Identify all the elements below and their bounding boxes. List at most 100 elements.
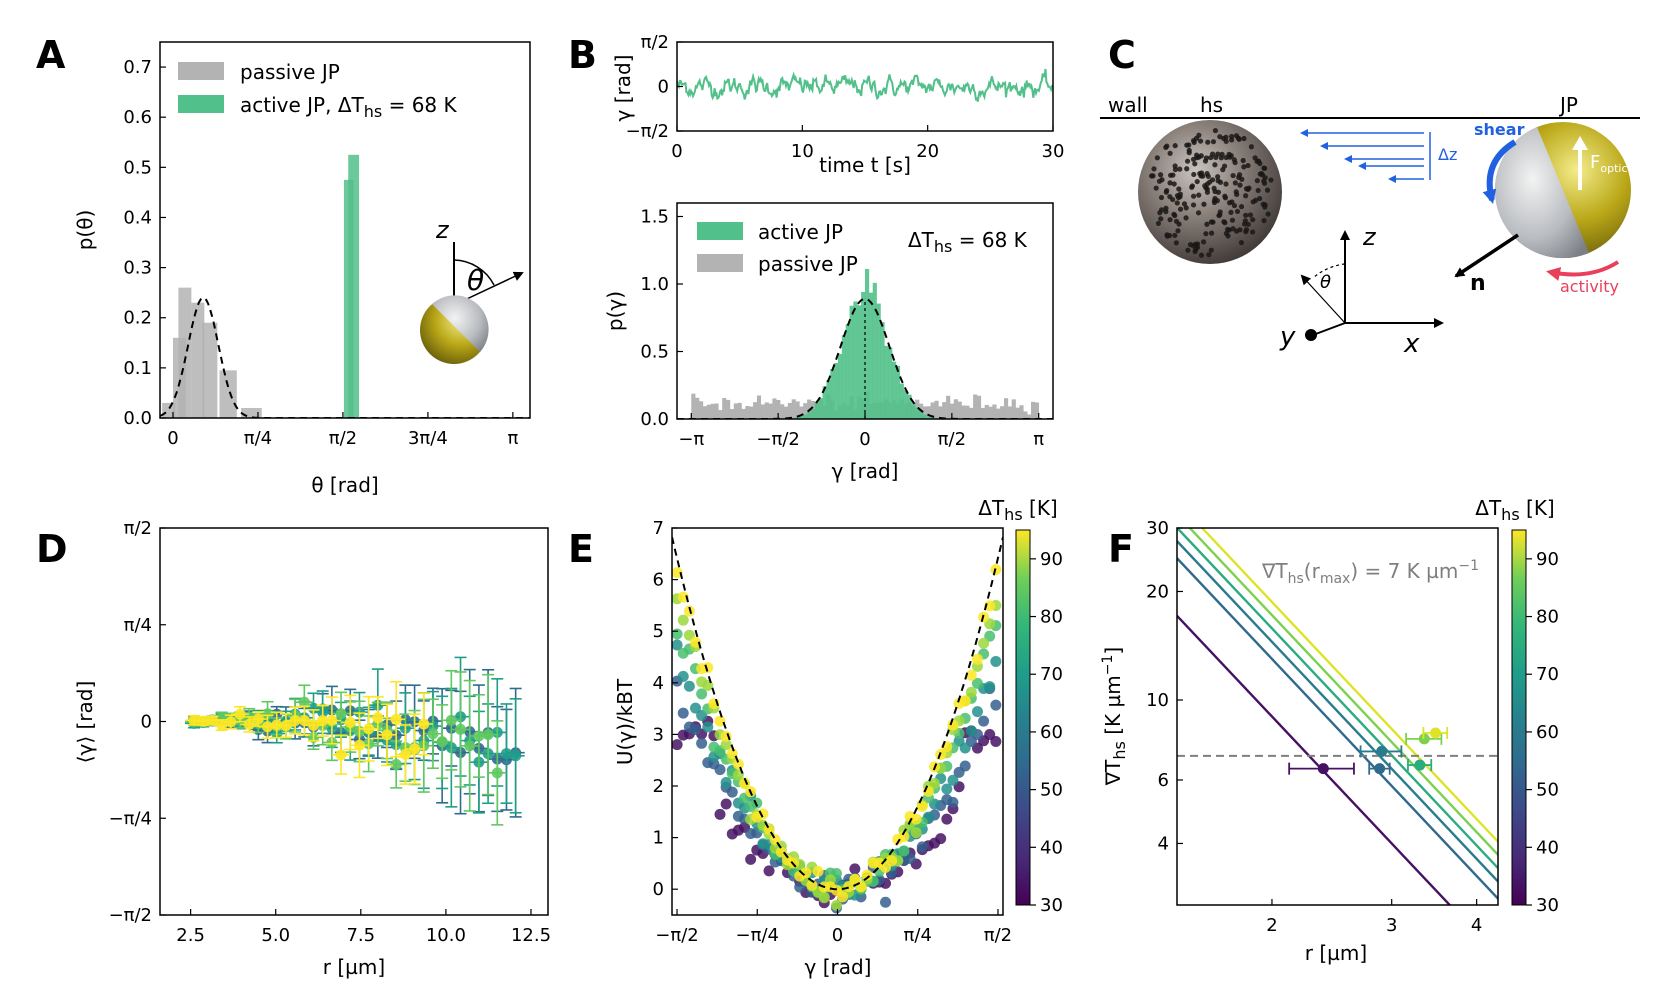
panel-e-point — [880, 896, 892, 908]
panel-a-xtick-label: π/2 — [329, 428, 357, 449]
panel-b-top-xtick-label: 0 — [671, 141, 682, 162]
panel-b-top-ytick-label: 0 — [658, 77, 669, 98]
panel-f-annotation-a: ∇T — [1261, 559, 1288, 583]
panel-e-point — [886, 855, 898, 867]
panel-b-trajectory-line — [677, 68, 1053, 102]
panel-b-passive-bar — [1011, 399, 1016, 419]
panel-e-point — [941, 783, 953, 795]
heat-source-gold-particle — [1158, 216, 1164, 222]
heat-source-gold-particle — [1226, 200, 1233, 206]
panel-e-ytick-label: 1 — [653, 828, 664, 849]
panel-b-timeseries: 0 10 20 30−π/20π/2 time t [s] γ [rad] — [611, 32, 1064, 177]
panel-b-active-bar — [919, 410, 924, 419]
panel-e-colorbar-tick-label: 40 — [1040, 837, 1063, 858]
panel-b-bottom-xtick-label: −π/2 — [756, 429, 799, 450]
panel-b-active-bar — [803, 414, 808, 419]
heat-source-gold-particle — [1237, 182, 1243, 188]
optical-force-label-main: F — [1590, 152, 1600, 173]
panel-f-ytick-label: 6 — [1158, 770, 1169, 791]
panel-e-point — [978, 715, 990, 727]
heat-source-gold-particle — [1261, 217, 1267, 224]
panel-b-passive-bar — [953, 399, 958, 419]
heat-source-gold-particle — [1222, 193, 1228, 199]
heat-source-gold-particle — [1264, 187, 1271, 193]
shear-flow-arrows — [1300, 129, 1431, 183]
panel-e-point — [714, 715, 726, 727]
panel-e-ytick-label: 5 — [653, 621, 664, 642]
legend-label-passive-b: passive JP — [758, 252, 858, 276]
heat-source-gold-particle — [1258, 170, 1265, 177]
panel-d-xtick-label: 7.5 — [346, 925, 375, 946]
panel-b-passive-bar — [938, 406, 943, 419]
panel-e-point — [714, 808, 726, 820]
heat-source-gold-particle — [1245, 221, 1251, 227]
panel-f-colorbar-label-sub: hs — [1501, 505, 1519, 524]
panel-e-ytick-label: 6 — [653, 570, 664, 591]
panel-b-passive-bar — [691, 393, 696, 419]
panel-e-point — [849, 873, 861, 885]
panel-a-ytick-label: 0.4 — [123, 207, 152, 228]
legend-label-passive: passive JP — [240, 60, 340, 84]
panel-f-line — [1177, 528, 1498, 869]
panel-e-point — [990, 655, 1002, 667]
panel-e-point — [689, 723, 701, 735]
heat-source-gold-particle — [1250, 217, 1256, 223]
panel-f-xtick-label: 4 — [1471, 915, 1482, 936]
panel-b-annotation-sub: hs — [934, 237, 952, 256]
panel-e-point — [843, 881, 855, 893]
panel-e-point — [965, 686, 977, 698]
heat-source-gold-particle — [1212, 127, 1219, 134]
heat-source-gold-particle — [1254, 178, 1260, 184]
panel-d-point — [307, 719, 319, 731]
panel-b-passive-bar — [1019, 405, 1024, 419]
panel-e-colorbar — [1015, 529, 1031, 906]
panel-e-point — [941, 813, 953, 825]
shear-label: shear — [1474, 120, 1525, 139]
panel-b-passive-bar — [787, 402, 792, 419]
panel-b-passive-bar — [783, 406, 789, 419]
panel-e-point — [763, 865, 775, 877]
panel-e-point — [714, 764, 726, 776]
panel-b-active-bar — [818, 398, 823, 419]
heat-source-gold-particle — [1155, 220, 1162, 227]
panel-f-colorbar-label-text: ΔT — [1475, 496, 1502, 520]
panel-f-colorbar — [1511, 529, 1527, 906]
panel-d-point — [491, 767, 503, 779]
panel-a-bar — [241, 407, 262, 418]
panel-e-point — [971, 706, 983, 718]
panel-d-point — [280, 720, 292, 732]
panel-b-active-bar — [837, 353, 843, 419]
panel-d-point — [473, 730, 485, 742]
panel-b-passive-bar — [733, 403, 738, 419]
panel-e-point — [702, 721, 714, 733]
heat-source-gold-particle — [1153, 185, 1159, 191]
panel-a-xtick-label: π/4 — [244, 428, 272, 449]
panel-f-ytick-label: 20 — [1146, 581, 1169, 602]
panel-e-point — [947, 774, 959, 786]
heat-source-gold-particle — [1158, 194, 1165, 201]
panel-a-chart: 0 π/4 π/2 3π/4 π 0.0 0.1 0.2 0.3 0.4 0.5 0.6 0.7 pas… — [73, 41, 531, 497]
panel-a-bar — [202, 322, 218, 418]
heat-source-gold-particle — [1240, 157, 1246, 164]
heat-source-gold-particle — [1209, 151, 1216, 157]
panel-e-point — [672, 639, 683, 651]
panel-label-c: C — [1108, 33, 1136, 77]
panel-e-point — [806, 879, 818, 891]
heat-source-gold-particle — [1238, 239, 1245, 246]
panel-e-point — [916, 800, 928, 812]
panel-e-point — [726, 786, 738, 798]
panel-e-point — [959, 695, 971, 707]
heat-source-gold-particle — [1193, 247, 1199, 253]
panel-e-point — [990, 699, 1002, 711]
heat-source-gold-particle — [1176, 186, 1182, 192]
panel-e-point — [751, 797, 763, 809]
panel-b-passive-bar — [922, 406, 928, 419]
panel-d-point — [353, 739, 365, 751]
panel-a-ylabel: p(θ) — [73, 210, 97, 251]
panel-e-point — [702, 662, 714, 674]
shear-rotation-arrow — [1482, 139, 1517, 204]
heat-source-gold-particle — [1223, 134, 1229, 140]
panel-e-point — [677, 670, 689, 682]
panel-d-point — [482, 729, 494, 741]
panel-d-point — [372, 712, 384, 724]
